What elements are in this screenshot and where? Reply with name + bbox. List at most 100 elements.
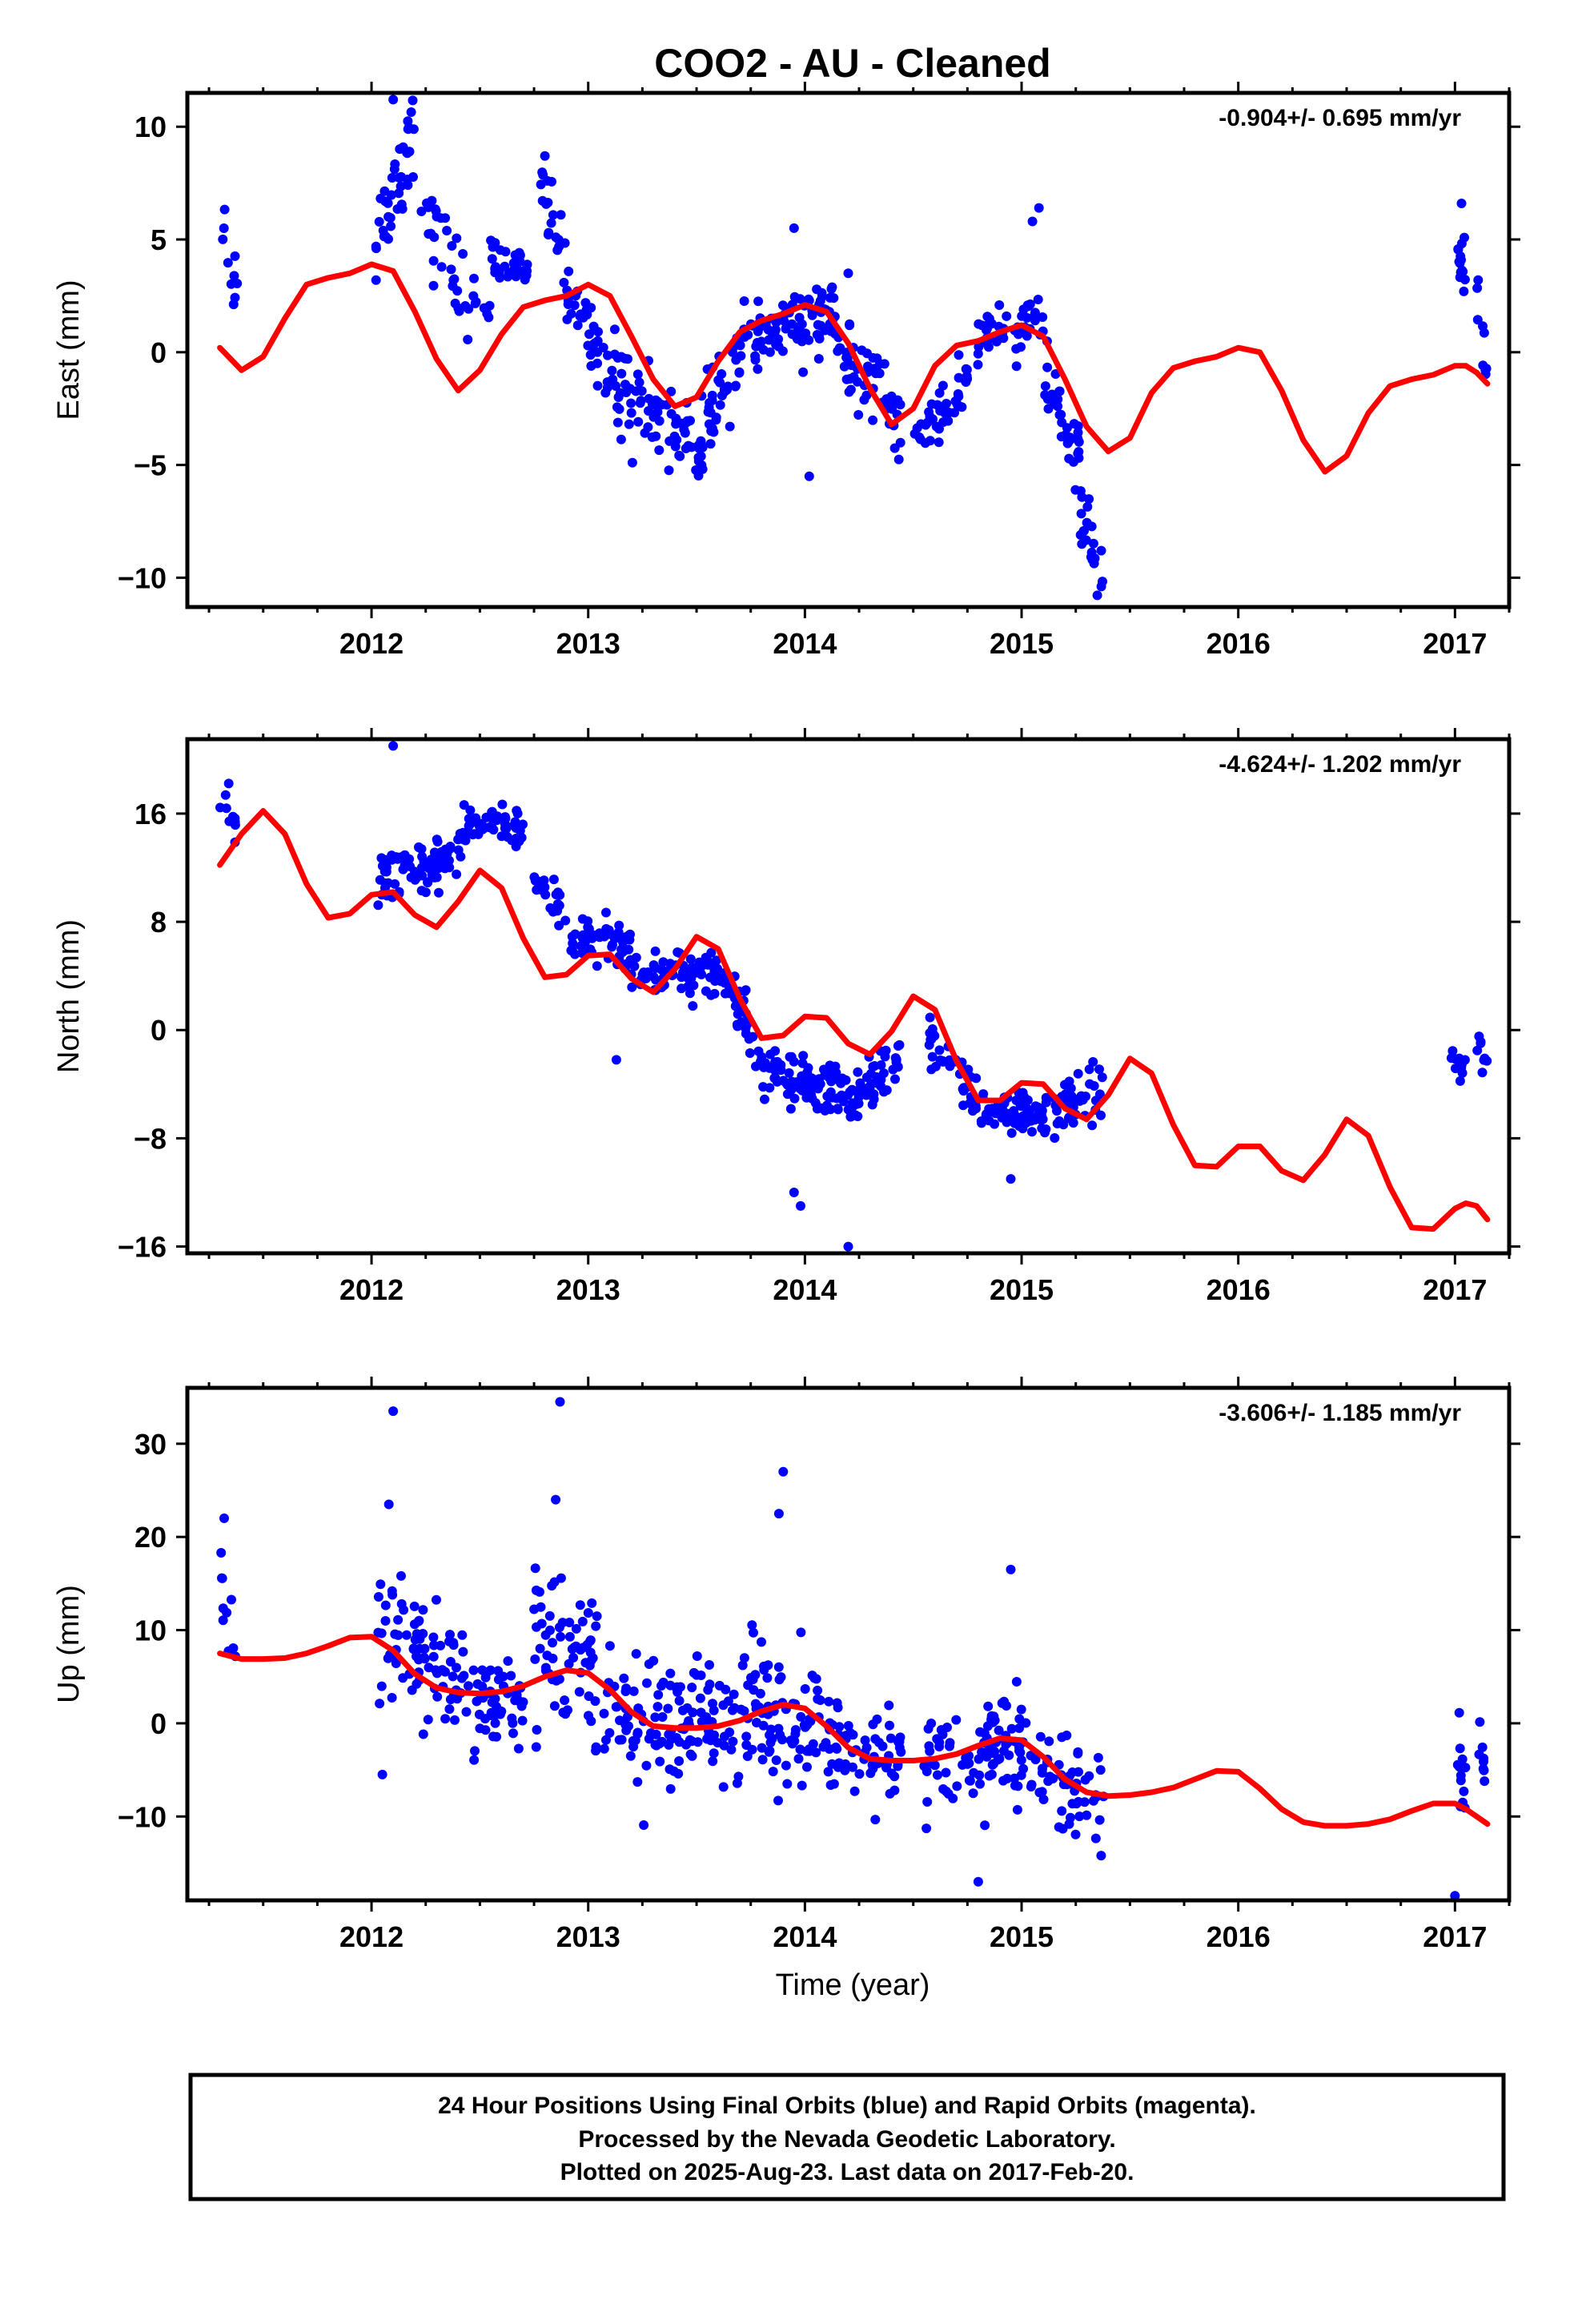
up-data-point [665,1783,676,1794]
up-data-point [766,1724,777,1735]
up-data-point [849,1786,860,1796]
north-data-point [1447,1046,1458,1056]
east-data-point [797,336,807,347]
up-data-point [418,1729,428,1739]
north-data-point [853,1067,863,1077]
east-data-point [1027,216,1038,227]
north-data-point [802,1068,813,1078]
east-data-point [666,386,677,396]
up-data-point [628,1736,638,1746]
north-data-point [614,920,624,931]
up-data-point [1021,1718,1031,1728]
up-data-point [530,1654,540,1664]
up-data-point [448,1671,458,1682]
up-data-point [742,1751,753,1761]
east-data-point [383,198,393,208]
up-data-point [631,1649,641,1659]
up-data-point [408,1644,419,1655]
up-data-point [773,1662,784,1672]
north-data-point [554,900,564,911]
up-data-point [719,1740,729,1751]
north-data-point [414,842,424,853]
up-data-point [535,1643,545,1654]
north-data-point [689,980,699,991]
east-data-point [450,298,460,308]
footer-line-2: Processed by the Nevada Geodetic Laborat… [578,2126,1115,2153]
up-data-point [227,1594,236,1605]
east-data-point [973,360,983,370]
north-data-point [735,1019,745,1029]
up-data-point [665,1668,676,1679]
east-data-point [612,417,623,428]
up-data-point [778,1466,789,1477]
east-data-point [626,408,636,418]
east-data-point [416,207,427,216]
up-data-point [986,1769,997,1779]
up-data-point [574,1687,584,1697]
east-data-point [1089,558,1099,569]
east-data-point [757,336,766,347]
east-data-point [827,282,837,292]
up-data-point [1016,1704,1026,1715]
east-data-point [764,335,774,345]
up-data-point [672,1733,681,1743]
east-data-point [387,173,397,183]
up-data-point [470,1746,480,1756]
up-data-point [387,1693,397,1703]
east-x-tick-label: 2017 [1423,627,1487,660]
up-data-point [591,1621,601,1631]
north-data-point [681,968,692,979]
north-data-point [1084,1064,1094,1075]
up-data-point [776,1672,786,1683]
up-data-point [375,1699,385,1709]
up-data-point [450,1715,460,1725]
east-data-point [562,314,572,324]
up-x-tick-label: 2016 [1207,1920,1271,1953]
east-data-point [753,296,764,307]
north-data-point [1022,1095,1033,1105]
east-data-point [396,181,406,191]
north-x-tick-label: 2017 [1423,1273,1487,1306]
up-x-tick-label: 2017 [1423,1920,1487,1953]
north-x-tick-label: 2014 [773,1273,837,1306]
up-data-point [620,1719,631,1730]
up-data-point [749,1627,758,1638]
east-data-point [632,369,643,380]
north-y-axis-label: North (mm) [52,919,86,1073]
up-data-point [732,1778,742,1788]
up-data-point [468,1665,479,1675]
up-data-point [412,1679,422,1689]
up-data-point [877,1741,888,1751]
up-data-point [575,1600,585,1610]
up-data-point [870,1734,881,1744]
up-data-point [1016,1755,1026,1765]
east-data-point [730,381,741,392]
east-data-point [734,368,745,378]
north-data-point [1457,1068,1468,1078]
east-data-point [578,312,588,323]
up-data-point [432,1594,441,1605]
up-data-point [692,1670,702,1680]
north-data-point [709,988,720,999]
north-data-point [377,861,387,871]
east-data-point [681,444,691,453]
up-data-point [1475,1717,1485,1727]
north-data-point [405,862,416,871]
north-data-point [695,963,705,974]
north-model-curve [217,808,1491,1232]
east-data-point [998,333,1009,344]
east-data-point [1082,517,1092,528]
north-data-point [773,1056,782,1067]
north-data-point [868,1061,878,1072]
north-data-point [710,964,721,975]
north-data-point [601,907,611,918]
up-data-point [222,1607,232,1618]
east-data-point [812,330,822,340]
up-model-curve [217,1634,1491,1829]
north-data-point [881,1085,892,1096]
north-data-point [1016,1101,1026,1112]
up-data-point [475,1723,485,1734]
north-data-point [390,879,400,889]
up-data-point [469,1755,480,1765]
east-data-point [886,396,897,406]
